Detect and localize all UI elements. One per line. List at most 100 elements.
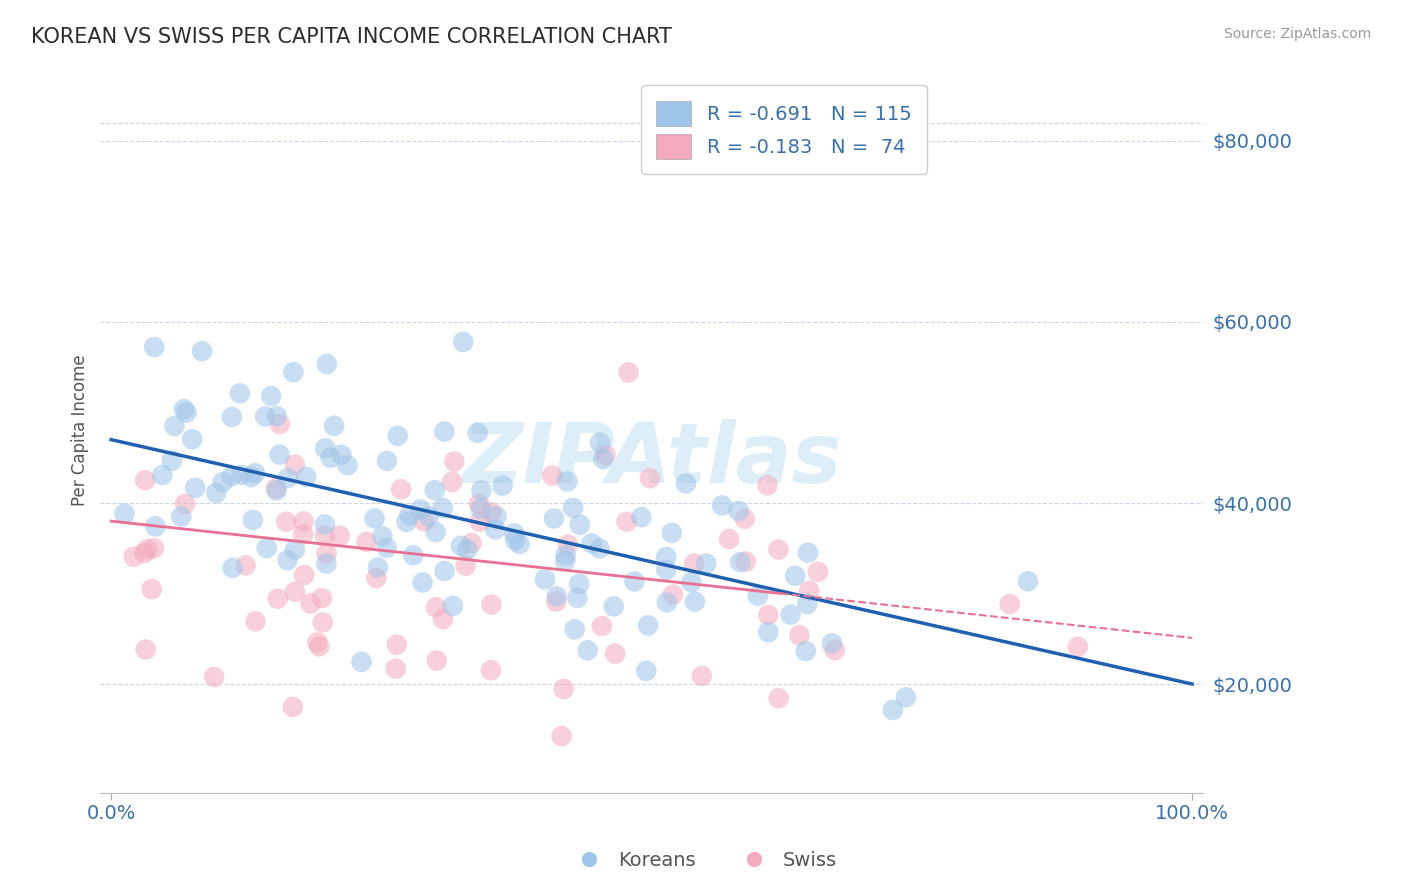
Point (768, 691, 790, 706)
Point (747, 589, 769, 603)
Point (221, 469, 243, 483)
Point (503, 533, 526, 548)
Legend: Koreans, Swiss: Koreans, Swiss (561, 843, 845, 878)
Point (796, 597, 818, 611)
Point (181, 433, 204, 447)
Point (426, 653, 449, 667)
Point (675, 476, 697, 491)
Point (315, 557, 337, 571)
Point (637, 618, 659, 632)
Point (564, 623, 586, 637)
Point (260, 389, 283, 403)
Point (468, 515, 491, 529)
Point (356, 534, 378, 549)
Point (312, 615, 335, 630)
Point (314, 517, 336, 532)
Point (605, 647, 627, 661)
Point (375, 541, 398, 555)
Point (756, 607, 779, 622)
Point (485, 509, 508, 524)
Point (433, 564, 456, 578)
Point (229, 386, 252, 401)
Point (799, 583, 821, 598)
Point (595, 448, 617, 462)
Point (432, 500, 454, 515)
Point (768, 542, 790, 557)
Point (998, 597, 1021, 611)
Point (221, 561, 243, 575)
Point (221, 410, 243, 425)
Point (734, 554, 756, 568)
Point (756, 625, 779, 640)
Point (467, 425, 489, 440)
Point (191, 344, 214, 359)
Point (295, 470, 318, 484)
Point (276, 515, 298, 529)
Point (277, 471, 299, 485)
Point (503, 526, 526, 541)
Point (807, 565, 830, 579)
Point (617, 365, 640, 379)
Point (402, 549, 425, 563)
Point (292, 527, 315, 541)
Point (134, 546, 156, 560)
Point (143, 519, 166, 533)
Text: Source: ZipAtlas.com: Source: ZipAtlas.com (1223, 27, 1371, 41)
Point (468, 497, 491, 511)
Point (256, 541, 278, 555)
Point (254, 409, 277, 424)
Point (412, 575, 434, 590)
Point (266, 483, 288, 498)
Point (616, 515, 638, 529)
Point (432, 612, 454, 626)
Point (122, 549, 145, 564)
Point (567, 591, 589, 605)
Point (176, 406, 198, 420)
Point (789, 628, 811, 642)
Point (461, 536, 484, 550)
Point (425, 600, 447, 615)
Point (336, 458, 359, 473)
Point (821, 636, 844, 650)
Point (283, 365, 305, 379)
Point (398, 508, 420, 523)
Point (454, 558, 477, 573)
Point (557, 538, 579, 552)
Point (534, 573, 557, 587)
Point (481, 598, 503, 612)
Point (591, 619, 613, 633)
Point (284, 584, 307, 599)
Point (638, 471, 661, 485)
Point (163, 418, 186, 433)
Point (277, 553, 299, 567)
Point (387, 429, 409, 443)
Point (882, 703, 904, 717)
Point (785, 569, 807, 583)
Point (284, 458, 307, 472)
Point (553, 681, 575, 696)
Point (681, 575, 703, 590)
Point (315, 357, 337, 371)
Point (242, 513, 264, 527)
Point (1017, 574, 1039, 589)
Point (205, 486, 228, 500)
Point (135, 642, 157, 657)
Point (794, 644, 817, 658)
Point (546, 594, 568, 608)
Point (655, 549, 678, 564)
Point (160, 454, 183, 468)
Point (413, 514, 436, 528)
Point (603, 599, 626, 614)
Point (418, 509, 440, 524)
Point (451, 334, 474, 349)
Point (363, 511, 385, 525)
Point (269, 417, 291, 432)
Point (299, 596, 322, 610)
Point (546, 590, 568, 604)
Point (329, 529, 352, 543)
Point (114, 507, 136, 521)
Point (470, 483, 492, 498)
Text: ZIPAtlas: ZIPAtlas (463, 419, 841, 500)
Point (269, 448, 291, 462)
Point (319, 450, 342, 465)
